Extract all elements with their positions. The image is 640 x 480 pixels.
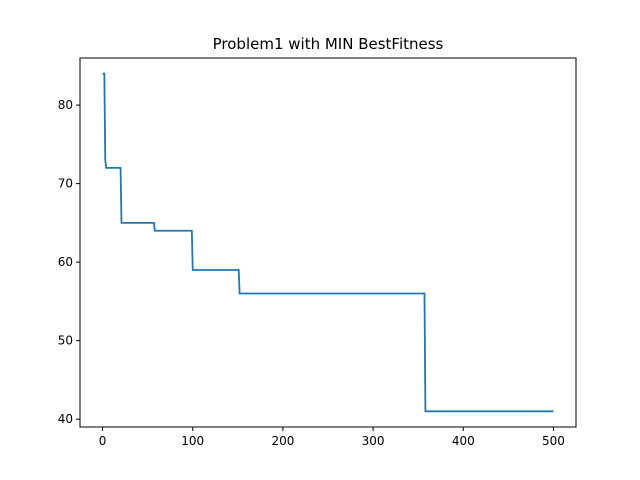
x-tick-label: 300 [362, 434, 385, 448]
y-tick-label: 70 [58, 177, 73, 191]
x-tick-label: 200 [271, 434, 294, 448]
y-tick-label: 80 [58, 98, 73, 112]
y-axis-ticks: 40 50 60 70 80 [58, 98, 80, 426]
x-tick-label: 500 [542, 434, 565, 448]
x-tick-label: 0 [99, 434, 107, 448]
series-layer [102, 72, 554, 413]
y-tick-label: 60 [58, 255, 73, 269]
y-tick-label: 40 [58, 412, 73, 426]
x-tick-label: 400 [452, 434, 475, 448]
chart-title: Problem1 with MIN BestFitness [213, 35, 444, 53]
y-tick-label: 50 [58, 334, 73, 348]
plot-frame [79, 57, 577, 428]
x-tick-label: 100 [181, 434, 204, 448]
x-axis-ticks: 0 100 200 300 400 500 [99, 427, 565, 448]
series-line [102, 72, 554, 413]
